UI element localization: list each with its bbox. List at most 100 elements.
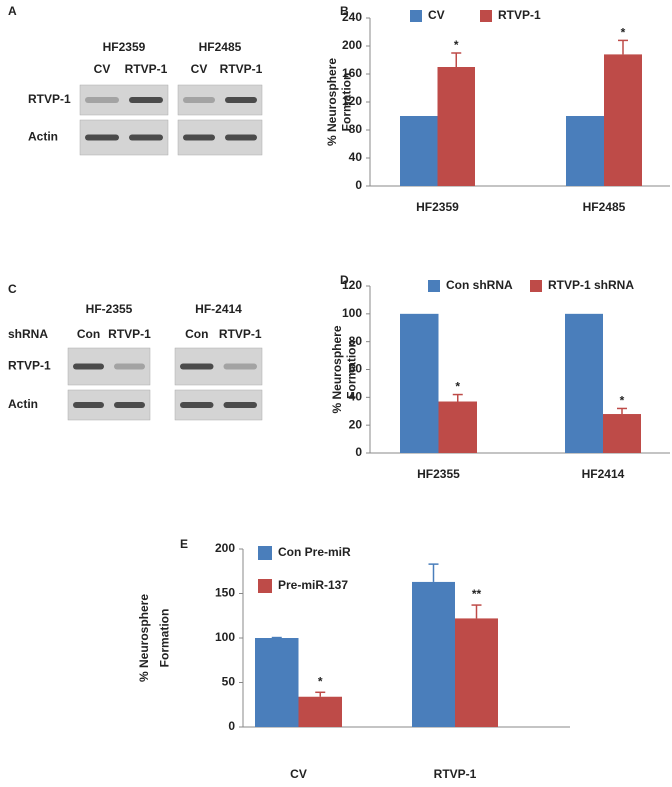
legend-swatch xyxy=(258,546,272,560)
y-tick-label: 20 xyxy=(349,417,363,431)
panel-letter: E xyxy=(180,537,188,551)
blot-band xyxy=(85,134,119,141)
panel-letter: C xyxy=(8,282,17,296)
significance-mark: * xyxy=(620,393,625,407)
cell-line: HF2359 xyxy=(103,40,146,54)
panel-letter: D xyxy=(340,273,349,287)
panel-letter: B xyxy=(340,4,349,18)
legend-swatch xyxy=(410,10,422,22)
legend-label: RTVP-1 shRNA xyxy=(548,278,634,292)
blot-band xyxy=(114,363,145,370)
lane-label: RTVP-1 xyxy=(219,327,262,341)
y-tick-label: 240 xyxy=(342,10,362,24)
lane-label: RTVP-1 xyxy=(108,327,151,341)
x-tick-label: HF2414 xyxy=(582,467,625,481)
x-tick-label: HF2485 xyxy=(583,200,626,214)
y-tick-label: 40 xyxy=(349,150,363,164)
bar xyxy=(298,696,342,727)
blot-band xyxy=(73,402,104,408)
y-tick-label: 0 xyxy=(228,719,235,733)
y-tick-label: 80 xyxy=(349,334,363,348)
blot-band xyxy=(180,363,214,370)
lane-label: RTVP-1 xyxy=(220,62,263,76)
significance-mark: * xyxy=(454,38,459,52)
lane-label: CV xyxy=(94,62,111,76)
bar xyxy=(437,67,475,186)
bar xyxy=(565,313,603,453)
y-tick-label: 120 xyxy=(342,94,362,108)
legend-label: Pre-miR-137 xyxy=(278,578,348,592)
y-tick-label: 200 xyxy=(215,541,235,555)
lane-label: Con xyxy=(77,327,100,341)
blot-band xyxy=(225,97,257,103)
bar xyxy=(604,54,642,187)
bar xyxy=(603,414,641,453)
legend-swatch xyxy=(530,280,542,292)
y-tick-label: 0 xyxy=(355,178,362,192)
cell-line: HF-2355 xyxy=(86,302,133,316)
bar xyxy=(400,313,439,453)
legend-swatch xyxy=(258,579,272,593)
y-axis-label: % Neurosphere xyxy=(325,58,339,146)
lane-label: RTVP-1 xyxy=(125,62,168,76)
x-tick-label: HF2355 xyxy=(417,467,460,481)
lane-label: Con xyxy=(185,327,208,341)
legend-swatch xyxy=(428,280,440,292)
blot-band xyxy=(223,402,257,408)
bar xyxy=(255,638,299,727)
legend-label: RTVP-1 xyxy=(498,8,541,22)
row-label: RTVP-1 xyxy=(28,92,71,106)
cell-line: HF-2414 xyxy=(195,302,242,316)
y-axis-label: Formation xyxy=(339,73,353,132)
y-axis-label: % Neurosphere xyxy=(137,594,151,682)
blot-band xyxy=(180,402,214,408)
blot-band xyxy=(114,402,145,408)
y-tick-label: 200 xyxy=(342,38,362,52)
row-label: Actin xyxy=(8,397,38,411)
bar xyxy=(400,116,438,186)
significance-mark: * xyxy=(318,674,323,688)
legend-label: CV xyxy=(428,8,445,22)
y-tick-label: 40 xyxy=(349,390,363,404)
significance-mark: * xyxy=(621,25,626,39)
y-axis-label: Formation xyxy=(157,609,171,668)
x-tick-label: RTVP-1 xyxy=(434,767,477,781)
bar xyxy=(566,116,604,186)
y-axis-label: % Neurosphere xyxy=(330,325,344,413)
legend-label: Con Pre-miR xyxy=(278,545,351,559)
y-tick-label: 120 xyxy=(342,278,362,292)
bar xyxy=(412,581,455,727)
row-label: Actin xyxy=(28,130,58,144)
y-axis-label: Formation xyxy=(344,340,358,399)
blot-band xyxy=(129,134,163,141)
row-label: RTVP-1 xyxy=(8,359,51,373)
y-tick-label: 100 xyxy=(215,630,235,644)
blot-band xyxy=(183,97,215,103)
significance-mark: * xyxy=(455,380,460,394)
blot-band xyxy=(223,363,257,370)
x-tick-label: HF2359 xyxy=(416,200,459,214)
legend-label: Con shRNA xyxy=(446,278,513,292)
blot-band xyxy=(85,97,119,103)
y-tick-label: 0 xyxy=(355,445,362,459)
row-header: shRNA xyxy=(8,327,48,341)
legend-swatch xyxy=(480,10,492,22)
blot-band xyxy=(129,97,163,103)
y-tick-label: 50 xyxy=(222,675,236,689)
panel-letter: A xyxy=(8,4,17,18)
y-tick-label: 100 xyxy=(342,306,362,320)
bar xyxy=(438,401,477,453)
cell-line: HF2485 xyxy=(199,40,242,54)
blot-band xyxy=(73,363,104,370)
y-tick-label: 80 xyxy=(349,122,363,136)
significance-mark: ** xyxy=(472,587,482,601)
x-tick-label: CV xyxy=(290,767,307,781)
y-tick-label: 160 xyxy=(342,66,362,80)
bar xyxy=(455,618,498,727)
y-tick-label: 60 xyxy=(349,362,363,376)
blot-band xyxy=(225,134,257,141)
blot-band xyxy=(183,134,215,141)
y-tick-label: 150 xyxy=(215,586,235,600)
lane-label: CV xyxy=(191,62,208,76)
